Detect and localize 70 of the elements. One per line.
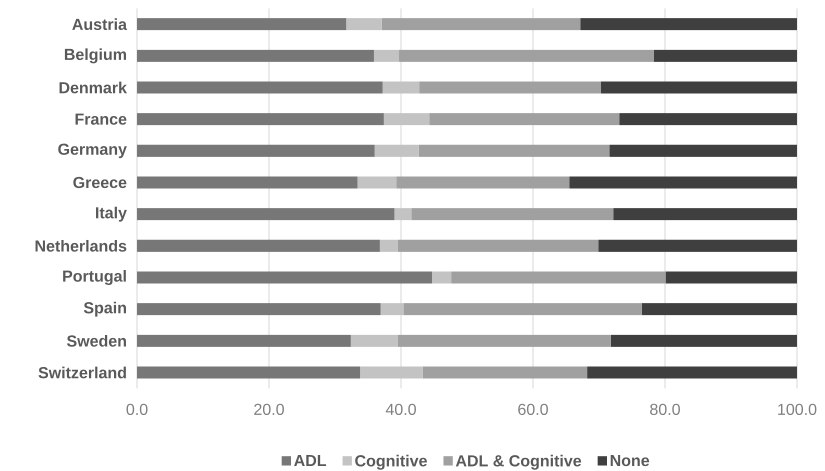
bar <box>137 366 360 379</box>
bar <box>580 18 797 30</box>
bar <box>137 144 375 157</box>
bar <box>432 271 452 284</box>
bar <box>404 303 642 316</box>
bar <box>412 208 614 220</box>
bar <box>380 303 404 316</box>
legend-label: ADL & Cognitive <box>456 454 582 470</box>
y-tick-label: Austria <box>72 18 128 30</box>
bar <box>610 144 797 157</box>
bar <box>137 334 351 347</box>
bar <box>380 240 398 252</box>
bar <box>382 81 420 94</box>
bar <box>374 144 419 157</box>
y-tick-label: Netherlands <box>36 240 126 252</box>
bar <box>654 50 797 62</box>
bar <box>610 334 797 347</box>
bar <box>418 144 610 157</box>
bar <box>137 81 383 94</box>
bar <box>357 176 396 189</box>
bar <box>398 240 598 252</box>
bar <box>384 113 430 126</box>
bar <box>394 208 412 220</box>
x-tick-label: 80.0 <box>650 404 680 416</box>
bar <box>422 366 588 379</box>
bar <box>429 113 620 126</box>
bar <box>382 18 581 30</box>
bar <box>666 271 797 284</box>
bar <box>569 176 797 189</box>
y-tick-label: Switzerland <box>38 366 126 378</box>
bar <box>137 50 374 62</box>
bar <box>396 176 570 189</box>
bar <box>137 208 394 220</box>
bar <box>346 18 382 30</box>
y-tick-label: Spain <box>84 302 126 317</box>
bar <box>419 81 601 94</box>
y-tick-label: France <box>76 114 126 125</box>
bar <box>350 334 398 347</box>
bar <box>137 271 432 284</box>
bar <box>642 303 797 316</box>
y-tick-label: Italy <box>96 206 127 222</box>
bar <box>399 50 654 62</box>
legend-label: ADL <box>294 455 326 466</box>
x-tick-label: 20.0 <box>254 404 284 416</box>
bar <box>360 366 423 379</box>
bar <box>614 208 797 220</box>
bar <box>137 240 380 252</box>
bar <box>598 240 797 252</box>
bar <box>587 366 797 379</box>
bar <box>374 50 400 62</box>
x-tick-label: 0.0 <box>126 404 148 416</box>
bar <box>600 81 797 94</box>
legend-label: None <box>610 455 650 466</box>
legend-label: Cognitive <box>355 454 427 470</box>
bar <box>137 303 381 316</box>
bar <box>451 271 666 284</box>
bar <box>398 334 611 347</box>
bar <box>137 18 346 30</box>
y-tick-label: Belgium <box>64 48 126 64</box>
bar <box>619 113 797 126</box>
y-tick-label: Greece <box>73 176 126 188</box>
y-tick-label: Portugal <box>63 270 126 285</box>
y-tick-label: Denmark <box>60 82 127 94</box>
x-tick-label: 40.0 <box>386 404 416 416</box>
y-tick-label: Sweden <box>66 334 126 347</box>
y-tick-label: Germany <box>58 144 127 158</box>
x-tick-label: 60.0 <box>518 404 548 416</box>
bar <box>137 176 358 189</box>
bar <box>137 113 384 126</box>
x-tick-label: 100.0 <box>778 404 816 416</box>
